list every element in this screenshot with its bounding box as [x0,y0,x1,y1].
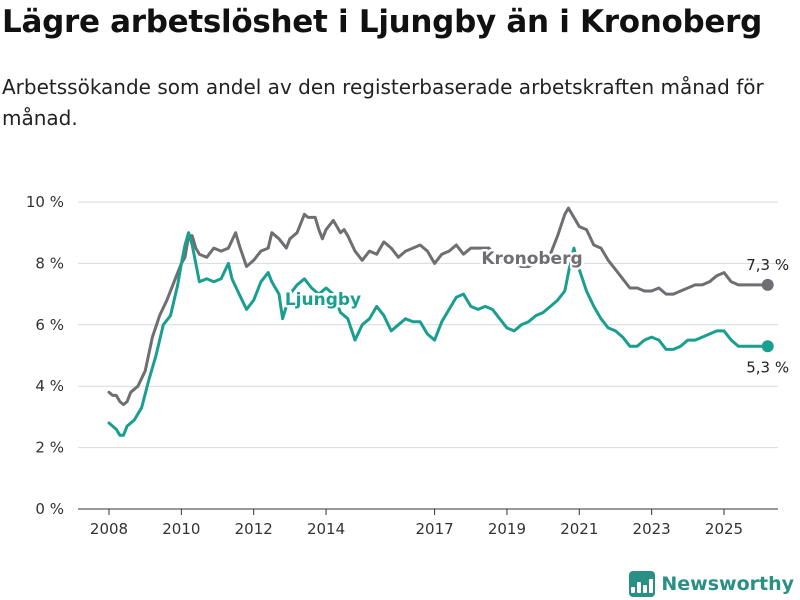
newsworthy-logo: Newsworthy [629,571,794,597]
series-line-ljungby [107,231,748,437]
y-axis-ticks: 0 % 2 % 4 % 6 % 8 % 10 % [26,193,64,518]
x-tick-label: 2025 [705,520,743,538]
y-tick-label: 8 % [35,254,64,272]
y-tick-label: 2 % [35,439,64,457]
series-label-kronoberg: Kronoberg [481,249,582,269]
end-value-label: 7,3 % [746,256,789,274]
x-tick-label: 2008 [90,520,128,538]
y-tick-label: 6 % [35,316,64,334]
end-markers: 7,3 % 5,3 % [745,256,789,376]
y-tick-label: 10 % [26,193,64,211]
x-tick-label: 2019 [488,520,526,538]
series-labels: Kronoberg Ljungby [282,247,585,313]
x-tick-label: 2017 [415,520,453,538]
series-label-ljungby: Ljungby [285,290,361,310]
chart-subtitle: Arbetssökande som andel av den registerb… [2,75,764,130]
x-tick-label: 2010 [162,520,200,538]
x-axis: 2008 2010 2012 2014 2017 2019 2021 2023 2025 [78,508,778,538]
grid-lines [78,201,778,449]
series-line-kronoberg [107,206,748,407]
end-marker-ljungby [761,340,774,353]
y-tick-label: 4 % [35,377,64,395]
x-tick-label: 2023 [633,520,671,538]
bar-chart-icon [629,571,656,597]
x-tick-label: 2012 [235,520,273,538]
x-tick-label: 2014 [307,520,345,538]
brand-name: Newsworthy [661,573,794,595]
x-tick-label: 2021 [560,520,598,538]
end-value-label: 5,3 % [746,358,789,376]
series-lines [107,206,748,437]
y-tick-label: 0 % [35,500,64,518]
end-marker-kronoberg [761,278,774,291]
chart-title: Lägre arbetslöshet i Ljungby än i Kronob… [2,4,763,40]
